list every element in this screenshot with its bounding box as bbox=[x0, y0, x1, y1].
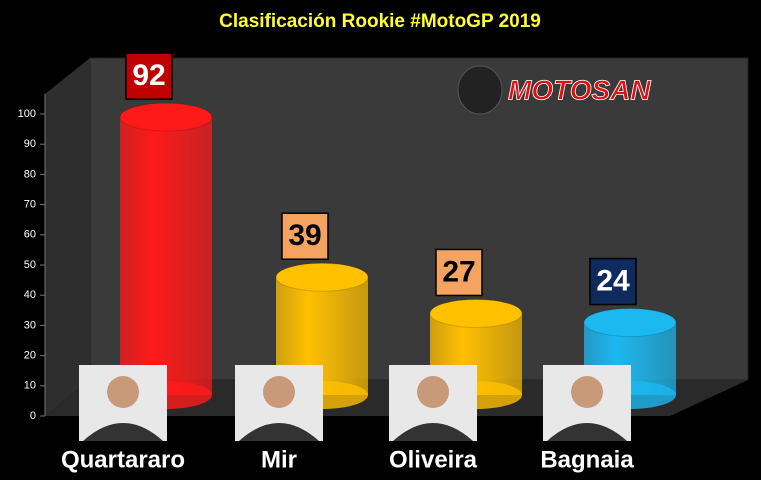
rider-suit bbox=[239, 423, 319, 441]
y-tick-label: 20 bbox=[24, 350, 36, 362]
y-tick-label: 90 bbox=[24, 138, 36, 150]
value-label: 39 bbox=[288, 219, 321, 252]
x-tick-label: Mir bbox=[261, 446, 297, 473]
x-tick-label: Oliveira bbox=[389, 446, 478, 473]
bar-top bbox=[583, 308, 677, 338]
value-label: 24 bbox=[596, 264, 630, 297]
x-tick-label: Bagnaia bbox=[540, 446, 634, 473]
value-label-box bbox=[125, 52, 173, 100]
y-tick-label: 0 bbox=[30, 410, 36, 422]
y-tick-label: 30 bbox=[24, 319, 36, 331]
value-label-box bbox=[589, 257, 637, 306]
side-wall bbox=[45, 58, 90, 416]
rider-head bbox=[263, 376, 295, 408]
y-tick-label: 10 bbox=[24, 380, 36, 392]
y-tick-label: 80 bbox=[24, 168, 36, 180]
value-label: 27 bbox=[442, 255, 475, 288]
rider-head bbox=[571, 376, 603, 408]
logo: MOTOSAN bbox=[457, 65, 652, 115]
bar-top bbox=[119, 102, 213, 132]
chart-title: Clasificación Rookie #MotoGP 2019 bbox=[219, 11, 541, 32]
rider-suit bbox=[83, 423, 163, 441]
rider-head bbox=[107, 376, 139, 408]
y-tick-label: 100 bbox=[18, 108, 36, 120]
bar-top bbox=[275, 262, 369, 292]
logo-text: MOTOSAN bbox=[508, 74, 651, 105]
y-tick-label: 50 bbox=[24, 259, 36, 271]
y-tick-label: 40 bbox=[24, 289, 36, 301]
value-label-box bbox=[281, 212, 329, 260]
bar-top bbox=[429, 298, 523, 328]
y-tick-label: 70 bbox=[24, 199, 36, 211]
logo-icon bbox=[457, 65, 503, 115]
rider-suit bbox=[393, 423, 473, 441]
value-label-box bbox=[435, 248, 483, 297]
bar bbox=[120, 117, 212, 395]
rider-suit bbox=[547, 423, 627, 441]
rider-head bbox=[417, 376, 449, 408]
x-tick-label: Quartararo bbox=[61, 446, 185, 473]
value-label: 92 bbox=[132, 59, 165, 92]
y-tick-label: 60 bbox=[24, 229, 36, 241]
